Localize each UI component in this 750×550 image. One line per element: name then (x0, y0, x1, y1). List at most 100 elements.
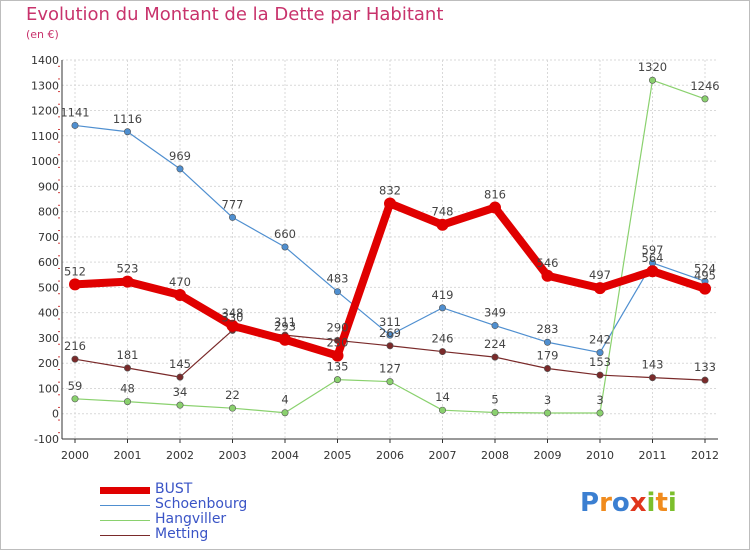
data-point (71, 355, 79, 363)
y-tick-label: 1400 (31, 54, 59, 67)
x-tick-label: 2007 (429, 449, 457, 462)
data-label: 48 (120, 382, 135, 396)
data-point (176, 401, 184, 409)
data-point (281, 409, 289, 417)
y-tick-label: 900 (38, 180, 59, 193)
data-point (124, 364, 132, 372)
data-point (596, 349, 604, 357)
data-point (333, 376, 341, 384)
data-point (229, 404, 237, 412)
y-tick-label: 1200 (31, 105, 59, 118)
data-label: 269 (379, 326, 401, 340)
data-point (121, 275, 134, 288)
data-point (491, 408, 499, 416)
data-label: 1246 (690, 79, 719, 93)
logo-letter: i (667, 488, 677, 518)
data-point (594, 282, 606, 295)
data-label: 483 (327, 272, 349, 286)
data-point (279, 333, 291, 346)
data-label: 145 (169, 357, 191, 371)
data-label: 832 (379, 184, 401, 198)
data-label: 5 (491, 392, 498, 406)
data-label: 523 (117, 262, 139, 276)
legend-label-hangviller: Hangviller (155, 511, 227, 527)
data-label: 497 (589, 268, 611, 282)
data-label: 330 (222, 310, 244, 324)
legend-label-schoenbourg: Schoenbourg (155, 496, 248, 512)
legend-swatch-schoenbourg (100, 505, 150, 506)
x-tick-label: 2002 (166, 449, 194, 462)
data-point (543, 338, 551, 346)
data-label: 748 (432, 205, 454, 219)
data-point (489, 201, 501, 214)
x-tick-label: 2003 (219, 449, 247, 462)
legend-swatch-metting (100, 535, 150, 536)
data-label: 4 (281, 393, 288, 407)
data-label: 311 (379, 315, 401, 329)
data-point (438, 406, 446, 414)
data-label: 349 (484, 306, 506, 320)
data-point (386, 342, 394, 350)
y-tick-label: 1300 (31, 79, 59, 92)
data-label: 224 (484, 337, 506, 351)
data-label: 135 (327, 360, 349, 374)
y-tick-label: 400 (38, 307, 59, 320)
data-label: 283 (537, 322, 559, 336)
y-tick-label: 700 (38, 231, 59, 244)
data-label: 969 (169, 149, 191, 163)
data-point (124, 128, 132, 136)
data-label: 597 (642, 243, 664, 257)
data-point (438, 348, 446, 356)
data-label: 1320 (638, 60, 667, 74)
data-point (701, 95, 709, 103)
data-label: 153 (589, 355, 611, 369)
chart-title: Evolution du Montant de la Dette par Hab… (26, 4, 444, 25)
y-tick-label: 1100 (31, 130, 59, 143)
data-point (333, 288, 341, 296)
data-label: 3 (544, 393, 551, 407)
x-tick-label: 2000 (61, 449, 89, 462)
data-point (71, 121, 79, 129)
data-point (648, 374, 656, 382)
data-label: 564 (642, 251, 664, 265)
data-point (646, 265, 659, 278)
data-point (69, 278, 81, 291)
data-point (543, 409, 551, 417)
x-tick-label: 2001 (114, 449, 142, 462)
data-label: 181 (117, 348, 139, 362)
logo-letter: o (611, 488, 630, 518)
x-tick-label: 2009 (534, 449, 562, 462)
y-tick-label: 300 (38, 332, 59, 345)
data-label: 230 (327, 336, 349, 350)
data-point (701, 376, 709, 384)
data-label: 290 (327, 320, 349, 334)
y-tick-label: 800 (38, 206, 59, 219)
data-label: 470 (169, 275, 191, 289)
data-label: 133 (694, 360, 716, 374)
data-label: 216 (64, 339, 86, 353)
data-point (648, 76, 656, 84)
data-point (491, 322, 499, 330)
x-tick-label: 2008 (481, 449, 509, 462)
data-point (176, 165, 184, 173)
data-label: 546 (537, 256, 559, 270)
y-tick-label: 100 (38, 382, 59, 395)
data-point (491, 353, 499, 361)
logo-letter: i (646, 488, 656, 518)
y-tick-label: 0 (52, 408, 59, 421)
y-tick-label: -100 (34, 433, 59, 446)
data-label: 777 (222, 197, 244, 211)
data-label: 127 (379, 362, 401, 376)
data-label: 1141 (60, 105, 89, 119)
logo-letter: t (655, 488, 668, 518)
data-point (176, 373, 184, 381)
legend-swatch-hangviller (100, 520, 150, 521)
logo-letter: r (599, 488, 612, 518)
data-label: 179 (537, 349, 559, 363)
data-label: 3 (596, 393, 603, 407)
data-point (436, 218, 449, 231)
data-point (331, 349, 344, 362)
data-point (596, 371, 604, 379)
data-label: 348 (222, 306, 244, 320)
data-label: 34 (173, 385, 188, 399)
